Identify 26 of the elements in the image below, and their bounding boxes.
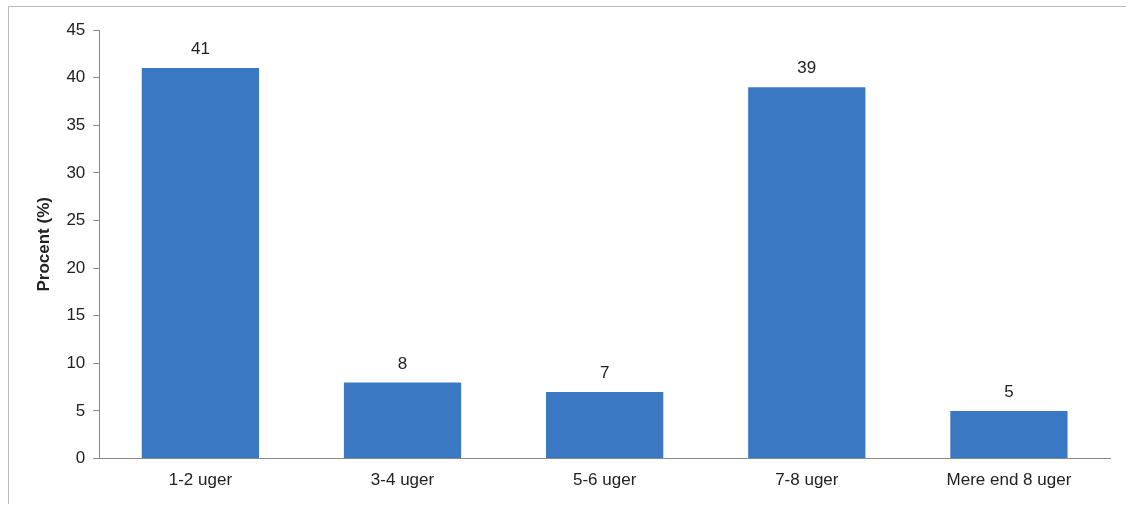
y-axis-title: Procent (%) bbox=[33, 197, 53, 292]
x-tick-label: 3-4 uger bbox=[370, 470, 435, 490]
y-tick-label: 15 bbox=[66, 305, 86, 325]
y-tick-label: 30 bbox=[66, 162, 86, 182]
x-tick-label: 7-8 uger bbox=[775, 470, 839, 490]
y-tick-label: 35 bbox=[66, 114, 86, 134]
data-label: 41 bbox=[190, 39, 210, 59]
y-tick-label: 20 bbox=[66, 257, 86, 277]
data-label: 7 bbox=[599, 363, 610, 383]
x-tick-label: 1-2 uger bbox=[168, 470, 233, 490]
data-label: 5 bbox=[1004, 382, 1014, 402]
data-label: 39 bbox=[797, 58, 817, 78]
y-tick-label: 5 bbox=[75, 400, 86, 420]
bar bbox=[950, 410, 1068, 459]
x-tick-label: 5-6 uger bbox=[572, 470, 637, 490]
bar bbox=[546, 391, 664, 459]
y-tick-label: 40 bbox=[66, 67, 86, 87]
bar bbox=[343, 382, 462, 459]
x-tick-label: Mere end 8 uger bbox=[946, 470, 1072, 490]
bar bbox=[748, 87, 866, 459]
y-tick-label: 45 bbox=[66, 19, 86, 39]
y-tick-label: 25 bbox=[66, 210, 86, 230]
y-tick-label: 10 bbox=[66, 353, 86, 373]
bar bbox=[141, 68, 259, 459]
y-tick-label: 0 bbox=[75, 448, 86, 468]
data-label: 8 bbox=[397, 353, 408, 373]
